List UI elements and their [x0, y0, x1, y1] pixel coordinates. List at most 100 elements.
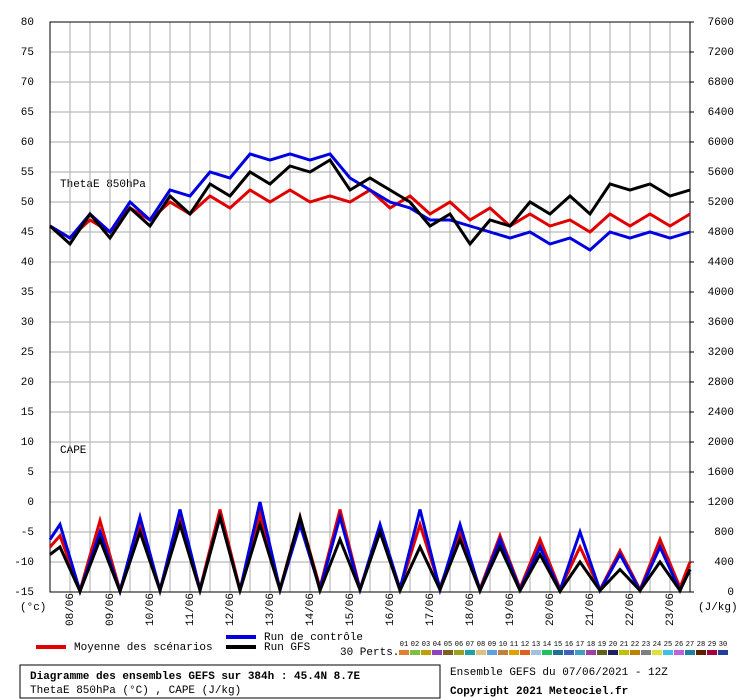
pert-number: 30 [719, 641, 727, 649]
x-tick-label: 22/06 [625, 593, 637, 626]
legend-label: Run de contrôle [264, 632, 363, 644]
pert-swatch [487, 650, 497, 655]
pert-swatch [663, 650, 673, 655]
series-line [48, 157, 691, 247]
pert-number: 17 [576, 641, 584, 649]
y2-tick-label: 6400 [708, 107, 734, 119]
pert-swatch [498, 650, 508, 655]
y-tick-label: 20 [21, 377, 34, 389]
y2-tick-label: 4800 [708, 227, 734, 239]
pert-swatch [718, 650, 728, 655]
pert-swatch [586, 650, 596, 655]
run-info: Ensemble GEFS du 07/06/2021 - 12Z [450, 667, 668, 679]
pert-swatch [520, 650, 530, 655]
pert-swatch [564, 650, 574, 655]
y-tick-label: 10 [21, 437, 34, 449]
pert-swatch [575, 650, 585, 655]
pert-number: 14 [543, 641, 551, 649]
pert-number: 02 [411, 641, 419, 649]
y-tick-label: 5 [27, 467, 34, 479]
x-tick-label: 21/06 [585, 593, 597, 626]
y2-tick-label: 0 [727, 587, 734, 599]
pert-swatch [421, 650, 431, 655]
pert-number: 08 [477, 641, 485, 649]
pert-swatch [432, 650, 442, 655]
y2-tick-label: 2000 [708, 437, 734, 449]
pert-swatch [608, 650, 618, 655]
pert-swatch [542, 650, 552, 655]
pert-number: 24 [653, 641, 661, 649]
x-tick-label: 19/06 [505, 593, 517, 626]
pert-swatch [531, 650, 541, 655]
y2-tick-label: 1600 [708, 467, 734, 479]
plot-border [49, 21, 691, 593]
x-tick-label: 14/06 [305, 593, 317, 626]
pert-swatch [553, 650, 563, 655]
pert-number: 03 [422, 641, 430, 649]
legend-label: Moyenne des scénarios [74, 642, 213, 654]
pert-swatch [696, 650, 706, 655]
x-tick-label: 17/06 [425, 593, 437, 626]
pert-number: 07 [466, 641, 474, 649]
y2-tick-label: 7200 [708, 47, 734, 59]
y-tick-label: -5 [21, 527, 34, 539]
pert-number: 21 [620, 641, 628, 649]
y-tick-label: 70 [21, 77, 34, 89]
y2-tick-label: 7600 [708, 17, 734, 29]
series-line [49, 152, 691, 252]
y-tick-label: 65 [21, 107, 34, 119]
x-tick-label: 15/06 [345, 593, 357, 626]
pert-swatch [652, 650, 662, 655]
annotation: ThetaE 850hPa [60, 179, 146, 191]
x-tick-label: 11/06 [185, 593, 197, 626]
y-tick-label: 0 [27, 497, 34, 509]
x-tick-label: 08/06 [65, 593, 77, 626]
y-tick-label: 40 [21, 257, 34, 269]
pert-number: 13 [532, 641, 540, 649]
x-tick-label: 20/06 [545, 593, 557, 626]
pert-swatch [509, 650, 519, 655]
y-tick-label: 30 [21, 317, 34, 329]
pert-swatch [399, 650, 409, 655]
perts-label: 30 Perts. [340, 647, 399, 659]
y2-tick-label: 3200 [708, 347, 734, 359]
annotation: CAPE [60, 445, 87, 457]
pert-number: 16 [565, 641, 573, 649]
pert-number: 28 [697, 641, 705, 649]
footer-subtitle: ThetaE 850hPa (°C) , CAPE (J/kg) [30, 685, 241, 697]
pert-number: 10 [499, 641, 507, 649]
pert-swatch [641, 650, 651, 655]
y-tick-label: 25 [21, 347, 34, 359]
pert-swatch [685, 650, 695, 655]
x-tick-label: 10/06 [145, 593, 157, 626]
y2-tick-label: 2400 [708, 407, 734, 419]
pert-swatch [476, 650, 486, 655]
y-tick-label: 50 [21, 197, 34, 209]
y2-tick-label: 5200 [708, 197, 734, 209]
pert-number: 12 [521, 641, 529, 649]
pert-number: 26 [675, 641, 683, 649]
copyright: Copyright 2021 Meteociel.fr [450, 686, 628, 698]
y-tick-label: 60 [21, 137, 34, 149]
footer-box [19, 664, 441, 699]
pert-number: 19 [598, 641, 606, 649]
y2-tick-label: 4000 [708, 287, 734, 299]
x-tick-label: 18/06 [465, 593, 477, 626]
y2-tick-label: 4400 [708, 257, 734, 269]
pert-number: 04 [433, 641, 441, 649]
y2-tick-label: 400 [714, 557, 734, 569]
x-tick-label: 16/06 [385, 593, 397, 626]
pert-swatch [410, 650, 420, 655]
x-tick-label: 13/06 [265, 593, 277, 626]
pert-number: 18 [587, 641, 595, 649]
x-tick-label: 23/06 [665, 593, 677, 626]
x-tick-label: 09/06 [105, 593, 117, 626]
pert-swatch [674, 650, 684, 655]
pert-number: 05 [444, 641, 452, 649]
pert-number: 06 [455, 641, 463, 649]
pert-swatch [454, 650, 464, 655]
y-tick-label: 45 [21, 227, 34, 239]
y2-tick-label: 6800 [708, 77, 734, 89]
axis-label: (J/kg) [698, 602, 738, 614]
